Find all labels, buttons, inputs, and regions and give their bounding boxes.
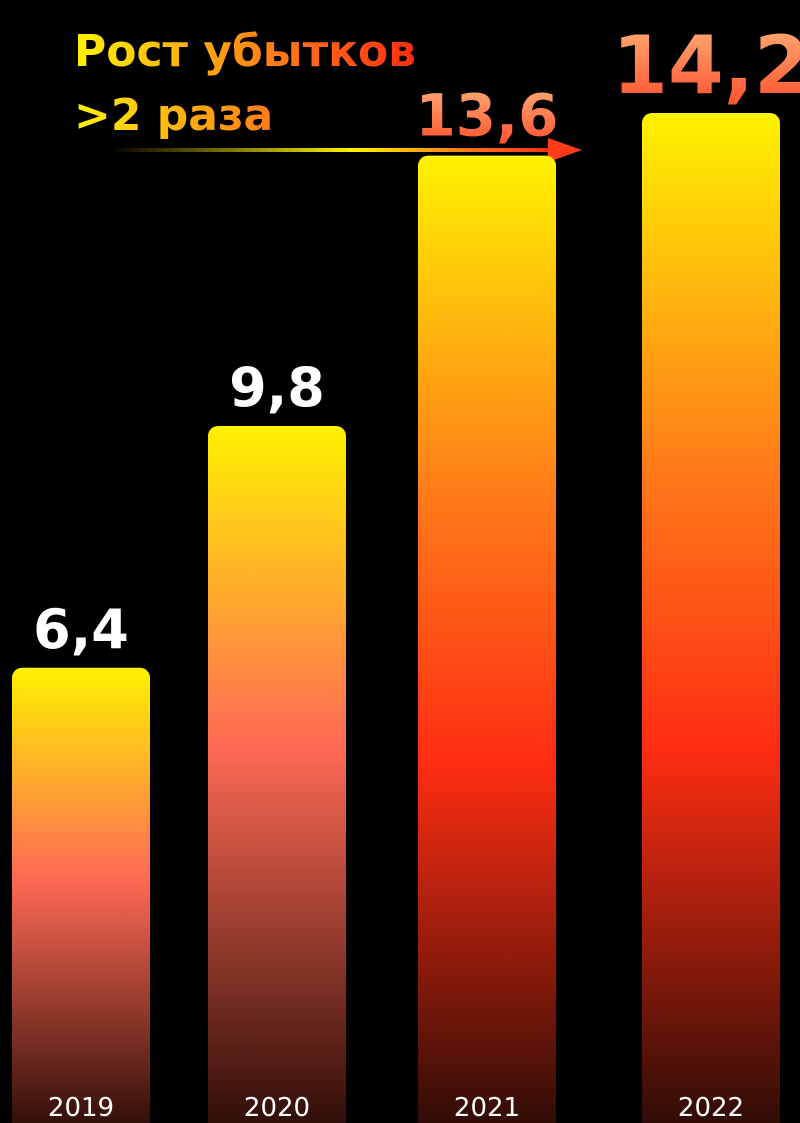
bar-2021 [418,155,556,1123]
x-axis-ticks: 2019 2020 2021 2022 [48,1093,744,1123]
bar-2022 [642,113,780,1123]
bar-2019 [12,667,150,1123]
growth-arrow-shaft [110,148,552,152]
value-label-2020: 9,8 [229,356,325,419]
annotation: Рост убытков >2 раза [74,26,582,162]
x-tick-label-2021: 2021 [454,1093,520,1123]
annotation-line-2: >2 раза [74,90,273,141]
value-labels-group: 6,4 9,8 13,6 14,2 [33,19,800,661]
value-label-2022: 14,2 [612,19,800,112]
value-label-2019: 6,4 [33,598,129,661]
growth-arrow-head [548,138,582,162]
bar-2020 [208,425,346,1123]
x-tick-label-2020: 2020 [244,1093,310,1123]
annotation-line-1: Рост убытков [74,26,416,77]
value-label-2021: 13,6 [415,82,558,150]
x-tick-label-2019: 2019 [48,1093,114,1123]
x-tick-label-2022: 2022 [678,1093,744,1123]
bars-group [12,113,780,1123]
